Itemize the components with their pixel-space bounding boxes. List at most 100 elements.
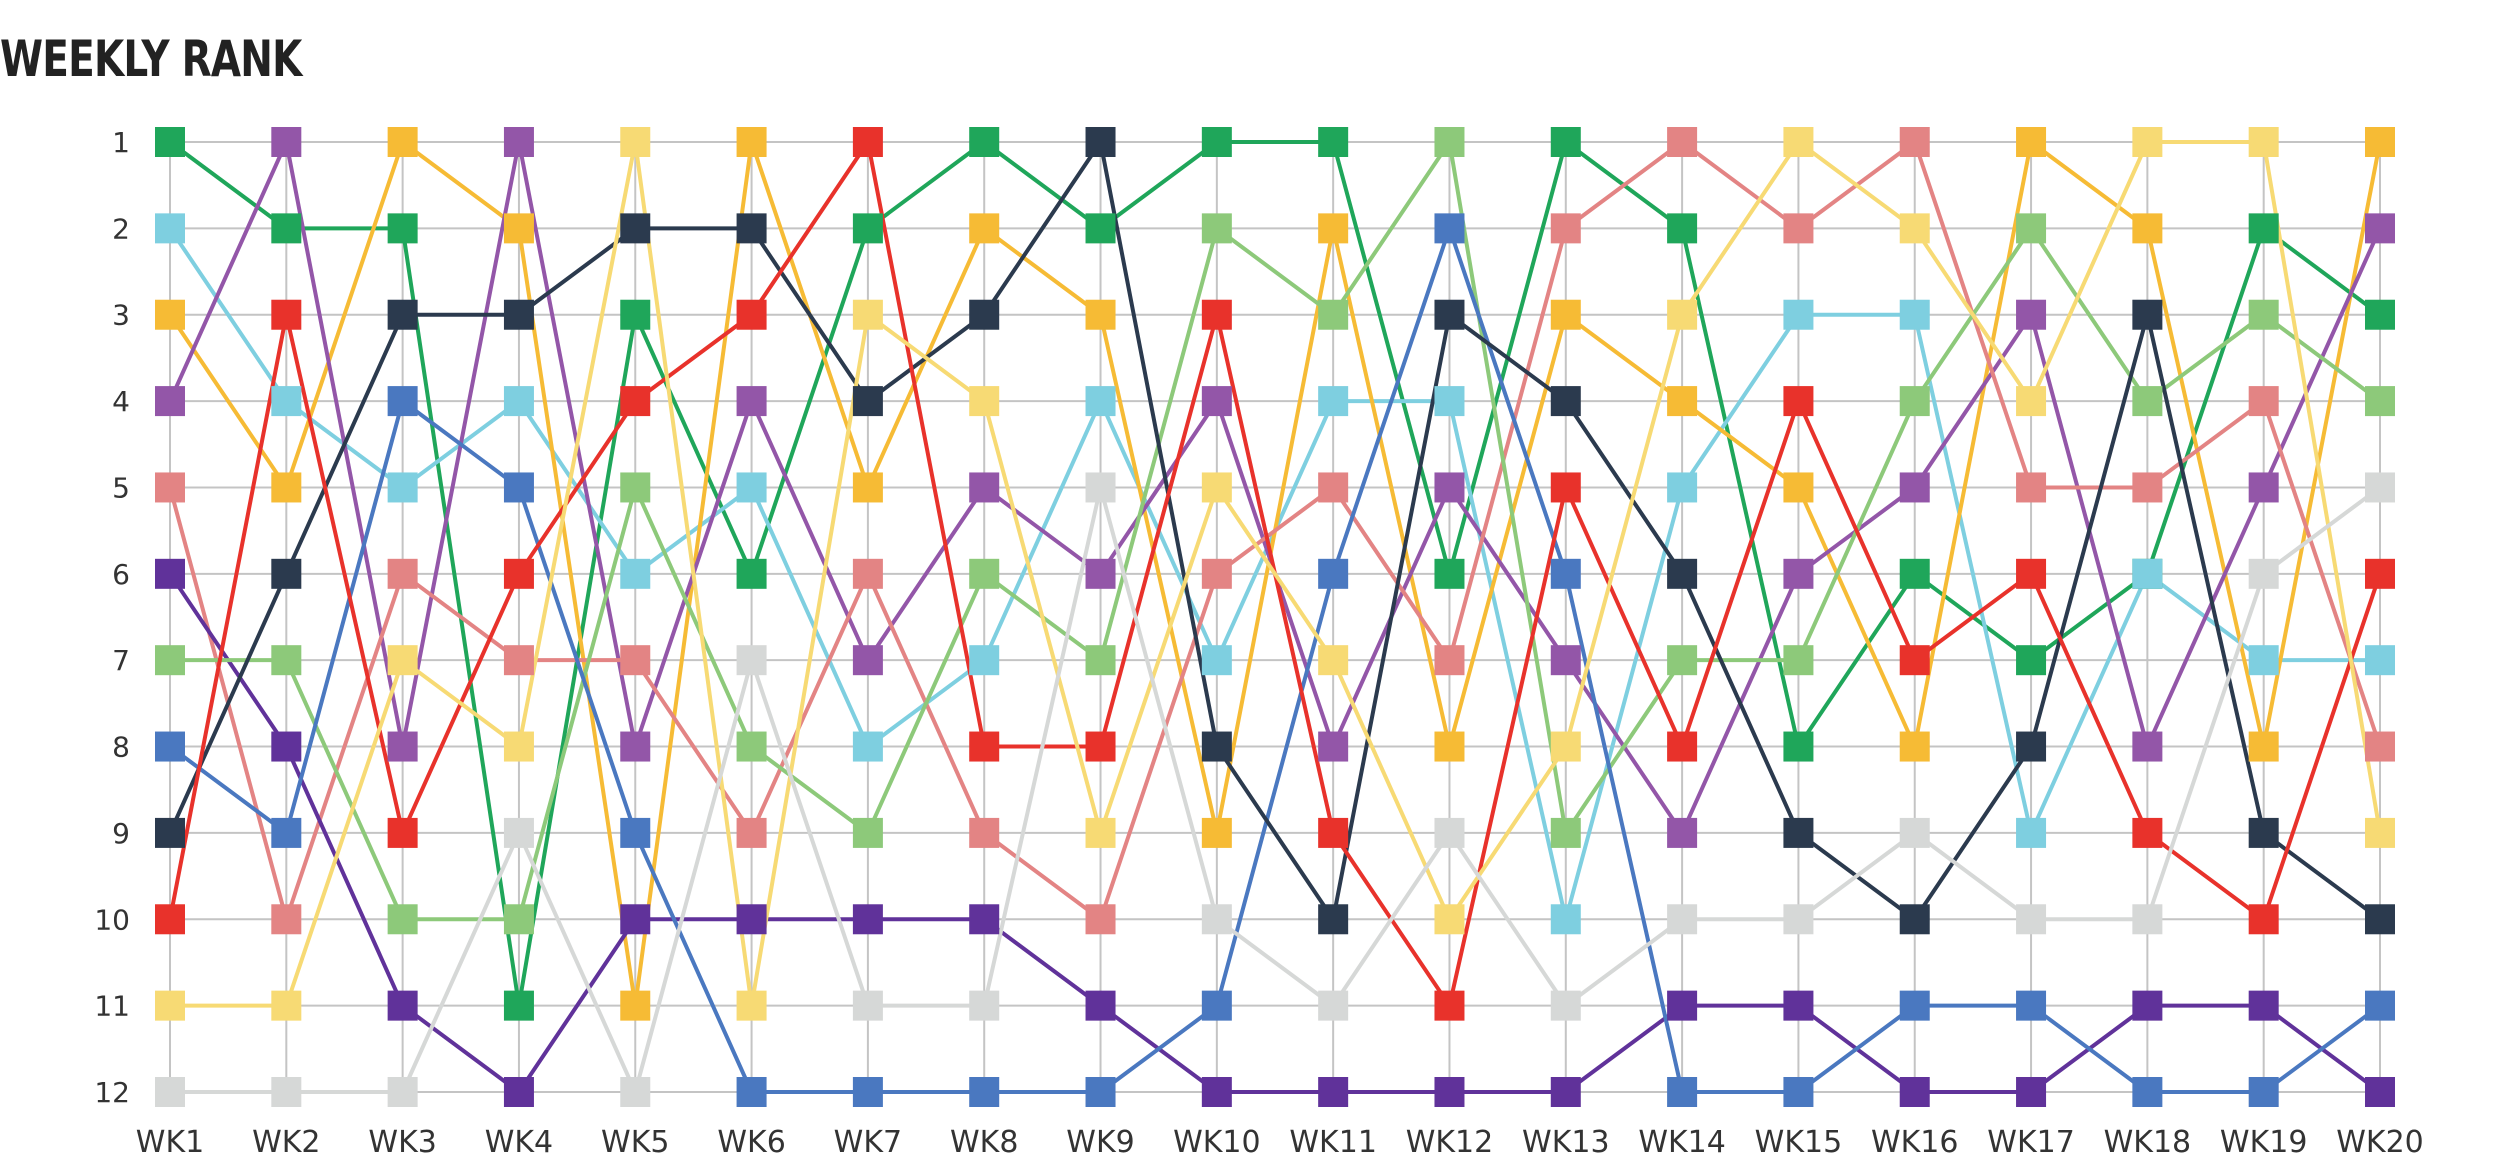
series-10-point [1085,731,1116,762]
x-tick-label: WK14 [1638,1125,1726,1160]
series-4-point [271,127,302,157]
series-5-point [969,817,1000,848]
series-12-point [969,990,1000,1021]
series-11-point [852,299,883,330]
series-4-point [2248,472,2279,503]
x-tick-label: WK16 [1871,1125,1959,1160]
series-6-point [1085,990,1116,1021]
series-3-point [155,299,185,330]
series-11-point [271,990,302,1021]
series-1-point [1783,731,1814,762]
series-11-point [1550,731,1581,762]
series-8-point [1667,1077,1698,1107]
y-tick-label: 11 [94,990,130,1023]
series-6-point [2365,1077,2395,1107]
series-line-6 [168,572,2382,1094]
series-3-point [387,127,418,157]
series-2-point [2365,645,2395,676]
series-10-point [1434,990,1465,1021]
series-1-point [503,990,534,1021]
x-tick-label: WK7 [834,1125,902,1160]
series-2-point [2248,645,2279,676]
series-line-11 [170,140,2382,1008]
series-7-point [2016,213,2047,244]
series-7-point [1085,645,1116,676]
y-tick-label: 4 [112,385,130,418]
series-line-7 [170,140,2382,922]
series-9-point [2365,904,2395,935]
series-5-point [1201,558,1232,589]
series-7-point [1899,386,1930,417]
series-11-point [2248,127,2279,157]
series-8-point [1201,990,1232,1021]
series-2-point [1899,299,1930,330]
series-8-point [1783,1077,1814,1107]
series-5-point [852,558,883,589]
series-1-point [1085,213,1116,244]
x-tick-label: WK5 [601,1125,669,1160]
series-4-point [2365,213,2395,244]
series-5-point [1085,904,1116,935]
series-8-point [2016,990,2047,1021]
series-11-point [1201,472,1232,503]
series-7-point [1434,127,1465,157]
x-tick-label: WK10 [1173,1125,1261,1160]
y-tick-label: 1 [112,126,130,159]
series-6-point [2016,1077,2047,1107]
y-tick-label: 5 [112,471,130,504]
series-2-point [1783,299,1814,330]
series-8-point [1434,213,1465,244]
series-10-point [1318,817,1349,848]
series-12-point [2132,904,2163,935]
y-tick-label: 6 [112,558,130,591]
series-8-point [852,1077,883,1107]
x-tick-label: WK9 [1066,1125,1134,1160]
series-9-point [2132,299,2163,330]
series-10-point [2132,817,2163,848]
series-4-point [1783,558,1814,589]
series-3-point [1085,299,1116,330]
series-10-point [271,299,302,330]
series-6-point [2132,990,2163,1021]
series-9-point [387,299,418,330]
series-4-point [1550,645,1581,676]
series-11-point [1899,213,1930,244]
series-3-point [1434,731,1465,762]
series-2-point [503,386,534,417]
series-4-point [503,127,534,157]
y-tick-label: 10 [94,903,130,936]
x-tick-label: WK6 [717,1125,785,1160]
series-1-point [969,127,1000,157]
x-tick-label: WK11 [1289,1125,1377,1160]
series-10-point [620,386,651,417]
series-2-point [736,472,767,503]
series-11-point [503,731,534,762]
series-line-5 [168,140,2382,922]
series-6-point [1667,990,1698,1021]
series-6-point [1434,1077,1465,1107]
series-2-point [1085,386,1116,417]
series-2-point [1667,472,1698,503]
series-12-point [2016,904,2047,935]
x-tick-label: WK19 [2220,1125,2308,1160]
series-10-point [387,817,418,848]
series-10-point [1899,645,1930,676]
series-6-point [736,904,767,935]
series-6-point [2248,990,2279,1021]
series-9-point [2016,731,2047,762]
series-12-point [1667,904,1698,935]
x-tick-labels: WK1 WK2 WK3 WK4 WK5 WK6 WK7 WK8 WK9 WK10 WK11 WK12 W… [136,1125,2424,1160]
series-2-point [271,386,302,417]
series-7-point [620,472,651,503]
series-3-point [1667,386,1698,417]
marker-layer [155,127,2395,1107]
series-5-point [1783,213,1814,244]
x-tick-label: WK13 [1522,1125,1610,1160]
series-8-point [736,1077,767,1107]
x-tick-label: WK3 [368,1125,436,1160]
series-7-point [1318,299,1349,330]
series-12-point [736,645,767,676]
series-1-point [1318,127,1349,157]
